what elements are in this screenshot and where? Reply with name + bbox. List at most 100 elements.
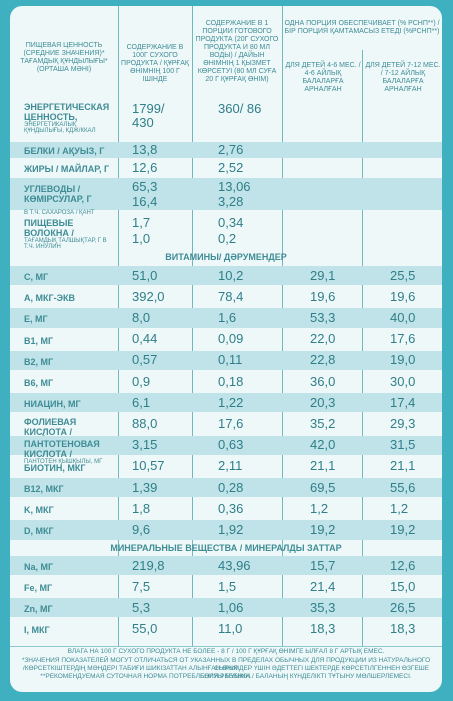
table-row-fat: ЖИРЫ / МАЙЛАР, Г 12,6 2,52 xyxy=(10,160,442,176)
row-label: НИАЦИН, МГ xyxy=(24,399,81,410)
table-row: БИОТИН, МКГ 10,57 2,11 21,1 21,1 xyxy=(10,457,442,476)
row-sublabel: ТАҒАМДЫҚ ТАЛШЫҚТАР, Г В Т.Ч. ИНУЛИН xyxy=(24,238,107,250)
value-per-portion: 13,06 xyxy=(218,179,251,194)
table-row: A, МКГ-ЭКВ 392,0 78,4 19,6 19,6 xyxy=(10,287,442,306)
value-rda-4-6-months: 20,3 xyxy=(310,394,336,410)
row-label: C, МГ xyxy=(24,272,49,282)
value-rda-7-12-months: 55,6 xyxy=(390,479,416,495)
table-row: E, МГ 8,0 1,6 53,3 40,0 xyxy=(10,308,442,328)
value-rda-7-12-months: 30,0 xyxy=(390,373,416,389)
value-per-portion: 0,28 xyxy=(218,479,244,495)
section-minerals-title: МИНЕРАЛЬНЫЕ ВЕЩЕСТВА / МИНЕРАЛДЫ ЗАТТАР xyxy=(110,543,342,553)
header-4-6-months: ДЛЯ ДЕТЕЙ 4-6 МЕС. / 4-6 АЙЛЫҚ БАЛАЛАРҒА… xyxy=(285,62,361,93)
footnote-rda: **РЕКОМЕНДУЕМАЯ СУТОЧНАЯ НОРМА ПОТРЕБЛЕН… xyxy=(40,673,412,680)
row-sublabel: В Т.Ч. САХАРОЗА / ҚАНТ xyxy=(24,210,95,216)
value-per-portion: 0,11 xyxy=(218,352,243,368)
value-rda-4-6-months: 36,0 xyxy=(310,373,336,389)
value-per-portion: 0,34 xyxy=(218,215,244,230)
table-row: B1, МГ 0,44 0,09 22,0 17,6 xyxy=(10,330,442,349)
value-per-100g: 0,9 xyxy=(132,373,151,389)
footnote-values-kz: /КӨРСЕТКІШТЕРДІҢ МӘНДЕРІ ТАБИҒИ ШИКІЗАТТ… xyxy=(22,665,430,680)
header-per-portion: СОДЕРЖАНИЕ В 1 ПОРЦИИ ГОТОВОГО ПРОДУКТА … xyxy=(195,20,279,83)
row-label: БЕЛКИ / АҚУЫЗ, Г xyxy=(24,146,105,156)
value-per-portion: 78,4 xyxy=(218,288,244,304)
table-row: B12, МКГ 1,39 0,28 69,5 55,6 xyxy=(10,478,442,498)
value-rda-4-6-months: 53,3 xyxy=(310,309,336,325)
value-per-100g: 1,8 xyxy=(132,500,151,516)
row-label: D, МКГ xyxy=(24,526,54,537)
value-rda-4-6-months: 42,0 xyxy=(310,437,336,453)
column-divider xyxy=(362,50,363,646)
value-rda-4-6-months: 21,4 xyxy=(310,578,336,594)
value-rda-7-12-months: 12,6 xyxy=(390,557,416,573)
row-label: ПИЩЕВЫЕ ВОЛОКНА / xyxy=(24,218,74,238)
table-row: Fe, МГ 7,5 1,5 21,4 15,0 xyxy=(10,577,442,596)
value-per-100g: 51,0 xyxy=(132,267,158,283)
value-rda-7-12-months: 26,5 xyxy=(390,599,416,615)
value-rda-4-6-months: 69,5 xyxy=(310,479,336,495)
row-label: E, МГ xyxy=(24,314,48,325)
value-per-100g: 1,7 xyxy=(132,215,151,230)
row-label: B2, МГ xyxy=(24,356,54,367)
table-row: K, МКГ 1,8 0,36 1,2 1,2 xyxy=(10,499,442,518)
row-label: УГЛЕВОДЫ / КӨМІРСУЛАР, Г xyxy=(24,184,92,204)
value-rda-7-12-months: 17,4 xyxy=(390,394,416,410)
table-row: ФОЛИЕВАЯ КИСЛОТА /ФОЛИЙ ҚЫШҚЫЛЫ, МКГ88,0… xyxy=(10,414,442,443)
table-row: I, МКГ 55,0 11,0 18,3 18,3 xyxy=(10,619,442,638)
row-label: A, МКГ-ЭКВ xyxy=(24,293,75,304)
row-label: Zn, МГ xyxy=(24,604,53,614)
divider xyxy=(10,646,442,647)
table-header: ПИЩЕВАЯ ЦЕННОСТЬ (СРЕДНИЕ ЗНАЧЕНИЯ)* ТАҒ… xyxy=(10,14,442,94)
row-label: K, МКГ xyxy=(24,505,54,516)
value-rda-4-6-months: 29,1 xyxy=(310,267,336,283)
row-label: ЭНЕРГЕТИЧЕСКАЯ ЦЕННОСТЬ, xyxy=(24,102,110,122)
value-per-portion: 1,92 xyxy=(218,521,244,537)
value-rda-4-6-months: 19,2 xyxy=(310,521,336,537)
value-per-portion: 1,06 xyxy=(218,599,244,615)
value-per-100g: 10,57 xyxy=(132,458,165,474)
row-label: B12, МКГ xyxy=(24,484,64,494)
value-rda-7-12-months: 19,6 xyxy=(390,288,416,304)
value-rda-4-6-months: 21,1 xyxy=(310,458,336,474)
row-sublabel: ПАНТОТЕН ҚЫШҚЫЛЫ, МГ xyxy=(24,458,103,465)
value-per-100g: 8,0 xyxy=(132,309,151,325)
section-vitamins-title: ВИТАМИНЫ/ ДӘРУМЕНДЕР xyxy=(165,252,287,262)
value-rda-7-12-months: 17,6 xyxy=(390,331,416,347)
value-per-100g: 5,3 xyxy=(132,599,151,615)
table-row: B6, МГ 0,9 0,18 36,0 30,0 xyxy=(10,372,442,391)
row-label: ФОЛИЕВАЯ КИСЛОТА / xyxy=(24,417,77,438)
value-per-100g: 0,57 xyxy=(132,352,158,368)
value-per-100g: 219,8 xyxy=(132,557,165,573)
value-per-100g: 12,6 xyxy=(132,160,158,175)
value-per-portion: 2,11 xyxy=(218,458,243,474)
row-label: ЖИРЫ / МАЙЛАР, Г xyxy=(24,164,110,174)
value-rda-7-12-months: 29,3 xyxy=(390,415,416,431)
value-per-portion: 11,0 xyxy=(218,620,243,636)
value-per-100g-sucrose: 16,4 xyxy=(132,194,158,209)
value-per-portion-inulin: 0,2 xyxy=(218,231,237,246)
footnote-values: *ЗНАЧЕНИЯ ПОКАЗАТЕЛЕЙ МОГУТ ОТЛИЧАТЬСЯ О… xyxy=(21,657,431,672)
value-rda-7-12-months: 19,2 xyxy=(390,521,416,537)
header-per-100g: СОДЕРЖАНИЕ В 100Г СУХОГО ПРОДУКТА / ҚҰРҒ… xyxy=(121,44,189,83)
value-per-100g: 7,5 xyxy=(132,578,151,594)
footnote-moisture: ВЛАГА НА 100 Г СУХОГО ПРОДУКТА НЕ БОЛЕЕ … xyxy=(67,648,385,655)
value-per-100g: 9,6 xyxy=(132,521,151,537)
value-per-portion: 1,6 xyxy=(218,309,237,325)
row-label: ПАНТОТЕНОВАЯ КИСЛОТА / xyxy=(24,438,100,459)
value-per-100g: 65,3 xyxy=(132,179,158,194)
value-rda-7-12-months: 15,0 xyxy=(390,578,416,594)
value-rda-4-6-months: 18,3 xyxy=(310,620,336,636)
value-rda-7-12-months: 21,1 xyxy=(390,458,416,474)
value-rda-4-6-months: 22,0 xyxy=(310,331,336,347)
value-rda-4-6-months: 35,2 xyxy=(310,415,336,431)
value-per-100g: 1799/ 430 xyxy=(132,101,165,130)
row-label: B6, МГ xyxy=(24,378,54,388)
value-rda-7-12-months: 1,2 xyxy=(390,500,409,516)
value-per-portion: 17,6 xyxy=(218,415,244,431)
value-per-portion: 0,09 xyxy=(218,331,244,347)
value-rda-7-12-months: 19,0 xyxy=(390,352,416,368)
value-per-portion: 43,96 xyxy=(218,557,251,573)
value-rda-4-6-months: 22,8 xyxy=(310,352,336,368)
value-rda-4-6-months: 19,6 xyxy=(310,288,336,304)
value-per-100g: 6,1 xyxy=(132,394,151,410)
